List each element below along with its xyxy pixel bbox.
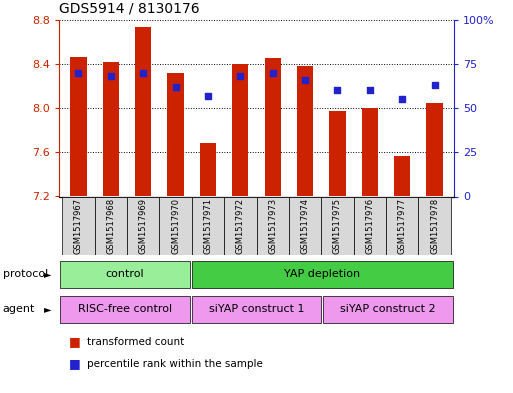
Text: ►: ► xyxy=(44,305,51,314)
Text: control: control xyxy=(106,268,144,279)
Bar xyxy=(94,196,127,255)
Bar xyxy=(329,111,346,196)
Point xyxy=(333,87,342,94)
Point xyxy=(301,77,309,83)
Bar xyxy=(394,156,410,196)
Text: siYAP construct 1: siYAP construct 1 xyxy=(209,304,304,314)
Point xyxy=(269,70,277,76)
Text: ►: ► xyxy=(44,269,51,279)
Bar xyxy=(232,64,248,196)
Text: RISC-free control: RISC-free control xyxy=(78,304,172,314)
Text: GSM1517975: GSM1517975 xyxy=(333,198,342,254)
Text: GDS5914 / 8130176: GDS5914 / 8130176 xyxy=(59,2,200,16)
Text: GSM1517978: GSM1517978 xyxy=(430,198,439,254)
Bar xyxy=(362,108,378,196)
Text: GSM1517976: GSM1517976 xyxy=(365,198,374,254)
Text: ■: ■ xyxy=(69,357,81,370)
Bar xyxy=(419,196,451,255)
Bar xyxy=(192,261,453,288)
Bar xyxy=(289,196,321,255)
Text: siYAP construct 2: siYAP construct 2 xyxy=(340,304,436,314)
Bar xyxy=(135,28,151,196)
Point xyxy=(204,93,212,99)
Bar xyxy=(353,196,386,255)
Text: ■: ■ xyxy=(69,335,81,349)
Text: GSM1517977: GSM1517977 xyxy=(398,198,407,254)
Bar xyxy=(192,296,321,323)
Bar xyxy=(103,62,119,196)
Text: percentile rank within the sample: percentile rank within the sample xyxy=(87,358,263,369)
Text: YAP depletion: YAP depletion xyxy=(284,268,361,279)
Text: GSM1517972: GSM1517972 xyxy=(236,198,245,254)
Point xyxy=(366,87,374,94)
Bar xyxy=(426,103,443,196)
Point xyxy=(398,96,406,102)
Bar xyxy=(60,296,190,323)
Bar xyxy=(127,196,160,255)
Bar xyxy=(265,58,281,196)
Bar xyxy=(167,73,184,196)
Bar xyxy=(70,57,87,196)
Text: agent: agent xyxy=(3,305,35,314)
Bar xyxy=(200,143,216,196)
Point xyxy=(107,73,115,79)
Text: GSM1517973: GSM1517973 xyxy=(268,198,277,254)
Text: GSM1517969: GSM1517969 xyxy=(139,198,148,254)
Text: GSM1517974: GSM1517974 xyxy=(301,198,309,254)
Bar xyxy=(192,196,224,255)
Text: GSM1517971: GSM1517971 xyxy=(204,198,212,254)
Bar xyxy=(60,261,190,288)
Bar xyxy=(224,196,256,255)
Text: transformed count: transformed count xyxy=(87,337,185,347)
Point xyxy=(430,82,439,88)
Bar xyxy=(386,196,419,255)
Point xyxy=(171,84,180,90)
Text: protocol: protocol xyxy=(3,269,48,279)
Text: GSM1517967: GSM1517967 xyxy=(74,198,83,254)
Point xyxy=(139,70,147,76)
Bar xyxy=(256,196,289,255)
Bar xyxy=(323,296,453,323)
Bar xyxy=(297,66,313,196)
Point xyxy=(74,70,83,76)
Text: GSM1517968: GSM1517968 xyxy=(106,198,115,254)
Bar xyxy=(160,196,192,255)
Point xyxy=(236,73,244,79)
Bar xyxy=(62,196,94,255)
Bar xyxy=(321,196,353,255)
Text: GSM1517970: GSM1517970 xyxy=(171,198,180,254)
